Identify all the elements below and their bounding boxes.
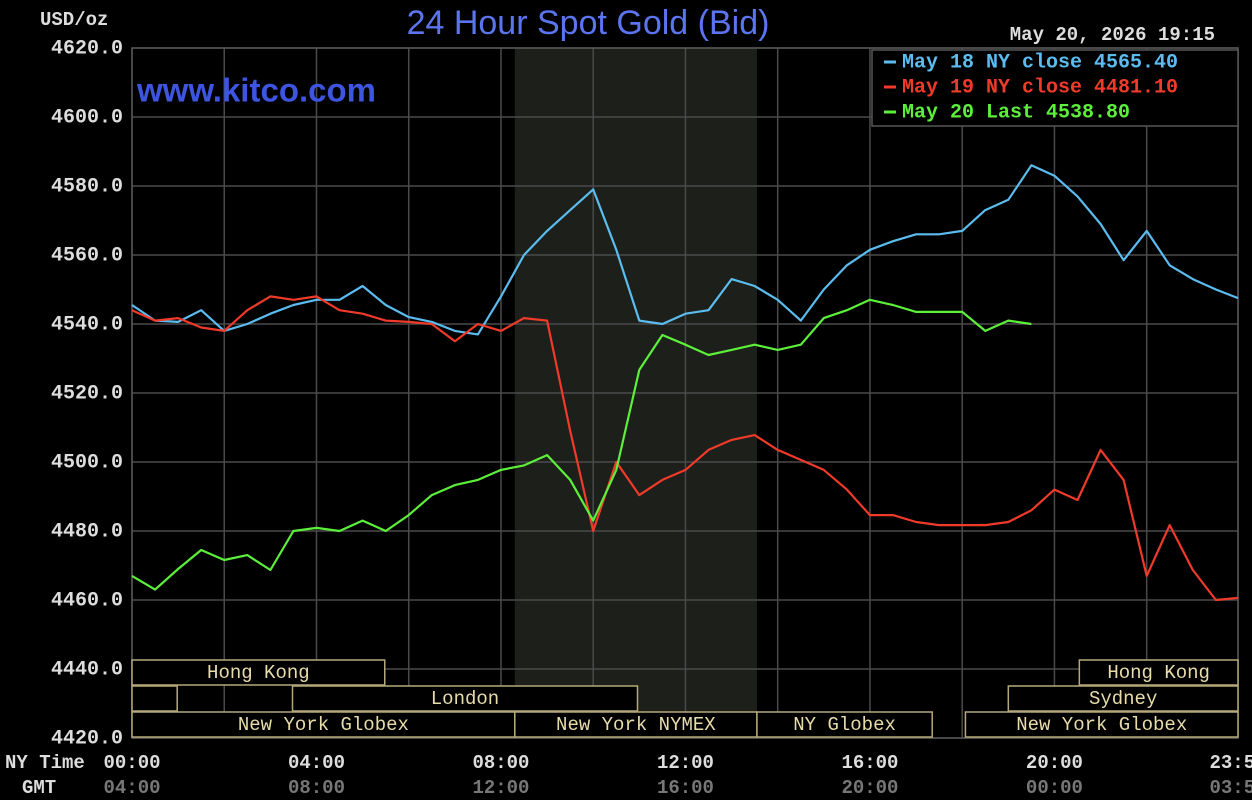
x-tick-label: 16:00 <box>841 752 898 774</box>
watermark: www.kitco.com <box>136 72 376 109</box>
y-tick-label: 4580.0 <box>51 175 123 198</box>
series-line <box>131 164 1239 336</box>
legend-box <box>871 49 1239 127</box>
x2-tick-label: 03:59 <box>1209 777 1252 799</box>
x-tick-label: 04:00 <box>288 752 345 774</box>
x2-tick-label: 12:00 <box>472 777 529 799</box>
session-box <box>1078 659 1239 686</box>
session-box <box>1007 685 1239 712</box>
session-label: NY Globex <box>793 714 896 736</box>
x2-axis-label: GMT <box>22 777 56 799</box>
y-tick-label: 4420.0 <box>51 727 123 750</box>
session-label: London <box>431 688 499 710</box>
y-tick-label: 4540.0 <box>51 313 123 336</box>
series-line <box>131 295 1239 602</box>
timestamp: May 20, 2026 19:15 <box>1010 24 1215 46</box>
session-label: New York Globex <box>1016 714 1187 736</box>
x2-tick-label: 20:00 <box>841 777 898 799</box>
session-box <box>514 711 758 738</box>
x2-tick-label: 00:00 <box>1026 777 1083 799</box>
y-tick-label: 4600.0 <box>51 106 123 129</box>
session-box <box>131 659 386 686</box>
session-box <box>291 685 639 712</box>
x2-tick-label: 16:00 <box>657 777 714 799</box>
chart-title: 24 Hour Spot Gold (Bid) <box>407 4 770 42</box>
y-tick-label: 4620.0 <box>51 37 123 60</box>
session-box <box>964 711 1239 738</box>
y-tick-label: 4520.0 <box>51 382 123 405</box>
legend-entry: May 18 NY close 4565.40 <box>902 51 1178 74</box>
session-label: Sydney <box>1089 688 1157 710</box>
x-tick-label: 00:00 <box>103 752 160 774</box>
legend-entry: May 20 Last 4538.80 <box>902 101 1130 124</box>
x-axis-label: NY Time <box>5 752 85 774</box>
y-tick-label: 4440.0 <box>51 658 123 681</box>
plot-frame <box>131 47 1239 739</box>
session-box <box>131 685 178 712</box>
y-tick-label: 4480.0 <box>51 520 123 543</box>
x-tick-label: 23:59 <box>1209 752 1252 774</box>
y-tick-label: 4560.0 <box>51 244 123 267</box>
x2-tick-label: 04:00 <box>103 777 160 799</box>
session-box <box>756 711 933 738</box>
x-tick-label: 20:00 <box>1026 752 1083 774</box>
y-tick-label: 4500.0 <box>51 451 123 474</box>
x-tick-label: 08:00 <box>472 752 529 774</box>
y-tick-label: 4460.0 <box>51 589 123 612</box>
legend-entry: May 19 NY close 4481.10 <box>902 76 1178 99</box>
session-label: Hong Kong <box>1107 662 1210 684</box>
session-label: New York NYMEX <box>556 714 716 736</box>
session-label: New York Globex <box>238 714 409 736</box>
y-axis-label: USD/oz <box>40 9 108 31</box>
series-line <box>131 298 1032 591</box>
x2-tick-label: 08:00 <box>288 777 345 799</box>
session-label: Hong Kong <box>207 662 310 684</box>
x-tick-label: 12:00 <box>657 752 714 774</box>
plot-underlay <box>131 47 1239 739</box>
